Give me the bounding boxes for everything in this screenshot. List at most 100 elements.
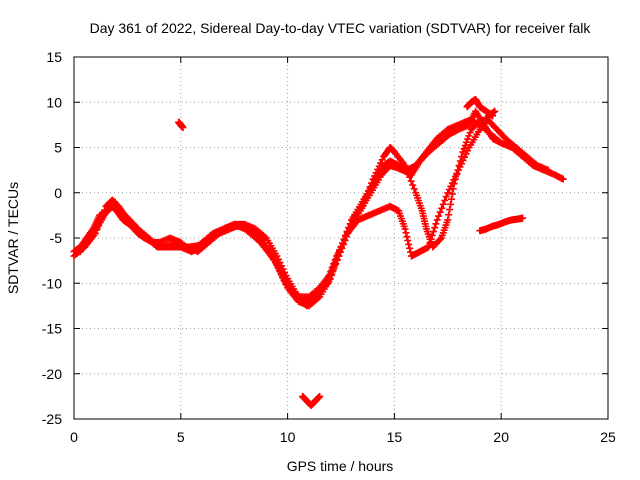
data-point	[406, 244, 414, 252]
x-tick-label: 25	[600, 429, 616, 445]
data-point	[489, 112, 497, 120]
data-point	[448, 190, 456, 198]
data-point	[342, 233, 350, 241]
data-point	[519, 214, 527, 222]
x-tick-label: 20	[493, 429, 509, 445]
data-point	[330, 264, 338, 272]
data-point	[409, 181, 417, 189]
data-point	[272, 260, 280, 268]
data-point	[447, 195, 455, 203]
data-point	[425, 243, 433, 251]
data-point	[426, 239, 434, 247]
y-tick-label: 15	[46, 49, 62, 65]
data-point	[441, 197, 449, 205]
data-point	[448, 179, 456, 187]
y-tick-labels: -25 -20 -15 -10 -5 0 5 10 15	[42, 49, 62, 427]
data-point	[433, 216, 441, 224]
y-tick-label: -20	[42, 366, 62, 382]
data-point	[436, 208, 444, 216]
data-point	[336, 248, 344, 256]
x-tick-label: 0	[70, 429, 78, 445]
series-track-d	[76, 107, 505, 310]
data-point	[458, 160, 466, 168]
data-point	[466, 129, 474, 137]
y-tick-label: -10	[42, 275, 62, 291]
data-point	[374, 165, 382, 173]
series-upper-spikes	[463, 96, 497, 120]
data-point	[432, 220, 440, 228]
y-tick-label: -25	[42, 411, 62, 427]
x-axis-label: GPS time / hours	[287, 458, 394, 474]
data-point	[179, 124, 187, 132]
data-point	[278, 273, 286, 281]
data-points	[70, 96, 567, 409]
data-point	[446, 206, 454, 214]
data-point	[436, 235, 444, 243]
data-point	[378, 156, 386, 164]
data-point	[402, 229, 410, 237]
data-point	[445, 211, 453, 219]
y-tick-label: 10	[46, 94, 62, 110]
data-point	[329, 268, 337, 276]
series-isolated-early	[175, 118, 187, 132]
data-point	[323, 281, 331, 289]
data-point	[327, 271, 335, 279]
series-late-segment	[476, 214, 527, 235]
data-point	[333, 256, 341, 264]
data-point	[456, 163, 464, 171]
data-point	[445, 186, 453, 194]
data-point	[491, 107, 499, 115]
data-point	[462, 150, 470, 158]
data-point	[450, 176, 458, 184]
data-point	[465, 132, 473, 140]
x-tick-label: 10	[280, 429, 296, 445]
data-point	[332, 260, 340, 268]
data-point	[277, 270, 285, 278]
data-point	[271, 257, 279, 265]
data-point	[274, 263, 282, 271]
data-point	[338, 244, 346, 252]
data-point	[444, 189, 452, 197]
y-tick-label: 5	[54, 140, 62, 156]
data-point	[435, 212, 443, 220]
data-point	[444, 216, 452, 224]
data-point	[453, 169, 461, 177]
chart-title: Day 361 of 2022, Sidereal Day-to-day VTE…	[90, 20, 592, 36]
data-point	[439, 200, 447, 208]
data-point	[428, 231, 436, 239]
data-point	[544, 166, 552, 174]
data-point	[401, 225, 409, 233]
y-tick-label: -5	[50, 230, 63, 246]
data-point	[403, 233, 411, 241]
data-point	[431, 224, 439, 232]
series-isolated-low	[299, 392, 324, 409]
data-point	[460, 145, 468, 153]
data-point	[429, 228, 437, 236]
data-point	[442, 193, 450, 201]
data-point	[451, 173, 459, 181]
y-tick-label: 0	[54, 185, 62, 201]
y-tick-label: -15	[42, 321, 62, 337]
axis-ticks	[73, 56, 609, 420]
data-point	[559, 175, 567, 183]
data-point	[316, 392, 324, 400]
data-point	[438, 204, 446, 212]
data-point	[427, 235, 435, 243]
y-axis-label: SDTVAR / TECUs	[5, 182, 21, 294]
data-point	[375, 162, 383, 170]
data-point	[341, 237, 349, 245]
data-point	[447, 182, 455, 190]
x-tick-label: 5	[177, 429, 185, 445]
data-point	[275, 266, 283, 274]
data-point	[454, 166, 462, 174]
data-point	[407, 177, 415, 185]
data-point	[497, 139, 505, 147]
data-point	[464, 135, 472, 143]
data-point	[377, 159, 385, 167]
data-point	[447, 200, 455, 208]
data-point	[404, 237, 412, 245]
data-point	[335, 252, 343, 260]
data-point	[326, 275, 334, 283]
